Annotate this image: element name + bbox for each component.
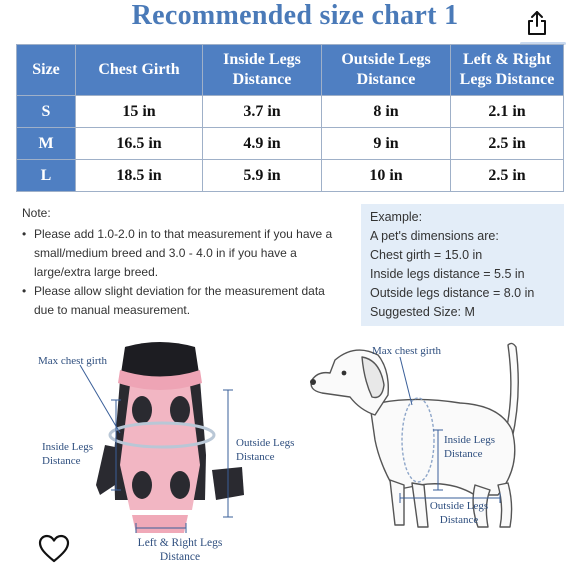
note-section: Note: Please add 1.0-2.0 in to that meas… [22,204,342,320]
row-inside-legs: 4.9 in [202,127,322,160]
header-outside-legs: Outside Legs Distance [321,44,451,96]
row-chest-girth: 16.5 in [75,127,203,160]
share-indicator [520,42,566,45]
row-chest-girth: 18.5 in [75,159,203,192]
table-row: L 18.5 in 5.9 in 10 in 2.5 in [16,159,564,192]
row-left-right-legs: 2.5 in [450,127,564,160]
row-outside-legs: 9 in [321,127,451,160]
table-header-row: Size Chest Girth Inside Legs Distance Ou… [16,44,564,96]
row-chest-girth: 15 in [75,95,203,128]
row-size: M [16,127,76,160]
header-left-right-legs: Left & Right Legs Distance [450,44,564,96]
row-left-right-legs: 2.1 in [450,95,564,128]
carrier-left-right-label: Left & Right Legs Distance [137,537,223,563]
row-size: L [16,159,76,192]
favorite-button[interactable] [38,534,70,564]
header-inside-legs: Inside Legs Distance [202,44,322,96]
example-line: Chest girth = 15.0 in [370,248,483,262]
row-left-right-legs: 2.5 in [450,159,564,192]
table-row: M 16.5 in 4.9 in 9 in 2.5 in [16,127,564,160]
row-outside-legs: 8 in [321,95,451,128]
example-box: Example: A pet's dimensions are: Chest g… [361,204,564,326]
dog-max-chest-label: Max chest girth [372,345,442,357]
row-size: S [16,95,76,128]
dog-outside-legs-label: Outside Legs Distance [429,500,489,526]
carrier-max-chest-label: Max chest girth [38,355,108,367]
note-item: Please allow slight deviation for the me… [22,282,342,320]
carrier-illustration [79,342,244,533]
header-size: Size [16,44,76,96]
example-line: Suggested Size: M [370,305,475,319]
table-row: S 15 in 3.7 in 8 in 2.1 in [16,95,564,128]
carrier-inside-legs-label: Inside Legs Distance [42,441,94,467]
example-line: Inside legs distance = 5.5 in [370,267,525,281]
note-item: Please add 1.0-2.0 in to that measuremen… [22,225,342,282]
example-title: Example: [370,210,423,224]
heart-icon [38,534,70,563]
row-inside-legs: 3.7 in [202,95,322,128]
chart-title: Recommended size chart 1 [131,0,459,31]
carrier-outside-legs-label: Outside Legs Distance [236,437,295,463]
row-inside-legs: 5.9 in [202,159,322,192]
row-outside-legs: 10 in [321,159,451,192]
dog-illustration [310,342,519,528]
share-button[interactable] [520,6,554,40]
dog-inside-legs-label: Inside Legs Distance [444,434,496,460]
header-chest-girth: Chest Girth [75,44,203,96]
example-line: A pet's dimensions are: [370,229,499,243]
share-icon [528,11,546,35]
example-line: Outside legs distance = 8.0 in [370,286,535,300]
size-chart-table: Size Chest Girth Inside Legs Distance Ou… [16,44,564,192]
note-title: Note: [22,206,51,220]
